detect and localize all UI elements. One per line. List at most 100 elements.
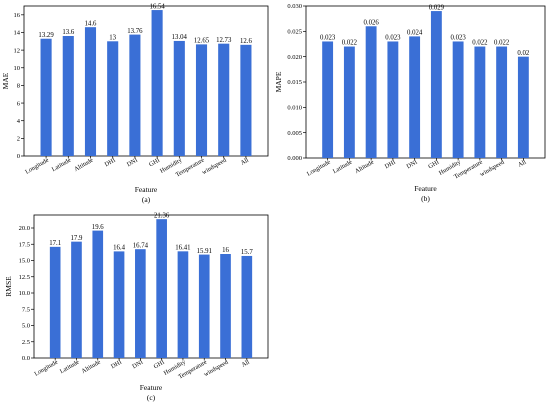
x-tick-label: DNI <box>126 157 139 169</box>
bar-dhi <box>387 41 399 158</box>
y-tick-label: 10 <box>14 65 21 72</box>
y-tick-label: 8 <box>17 83 20 90</box>
x-tick-label: All <box>240 359 251 369</box>
value-label: 0.023 <box>385 35 401 42</box>
bar-altitude <box>92 230 104 358</box>
bar-humidity <box>177 251 189 358</box>
plot-frame <box>305 5 546 159</box>
bar-ghi <box>156 219 167 358</box>
value-label: 12.6 <box>240 38 252 45</box>
value-label: 0.024 <box>407 30 423 37</box>
bar-all <box>517 56 529 158</box>
bar-windspeed <box>218 43 230 157</box>
bar-temperature <box>198 254 210 358</box>
chart-panel-0: 0 2 4 6 8 10 12 14 16 13.29 Longitude 13.6 Latitude 1… <box>1 3 269 204</box>
bar-all <box>241 255 253 358</box>
y-tick-label: 2.5 <box>22 339 30 346</box>
bar-altitude <box>84 27 97 157</box>
bar-longitude <box>322 41 334 158</box>
value-label: 16.74 <box>133 242 149 249</box>
value-label: 13.29 <box>38 32 54 39</box>
x-tick-label: All <box>239 157 250 167</box>
x-tick-label: GHI <box>427 159 440 171</box>
bar-temperature <box>474 46 486 158</box>
value-label: 19.6 <box>92 224 104 231</box>
x-tick-label: windspeed <box>201 156 229 176</box>
value-label: 16.41 <box>175 245 190 252</box>
y-tick-label: 4 <box>17 118 21 125</box>
x-tick-label: windspeed <box>203 358 231 378</box>
value-label: 15.91 <box>197 248 212 255</box>
value-label: 16.4 <box>113 245 125 252</box>
bar-dni <box>135 249 146 358</box>
value-label: 16 <box>222 247 229 254</box>
value-label: 14.6 <box>85 20 97 27</box>
x-tick-label: DHI <box>384 159 397 171</box>
x-tick-label: Latitude <box>51 157 73 174</box>
bar-dhi <box>107 41 119 157</box>
y-tick-label: 0.030 <box>287 3 302 10</box>
value-label: 0.022 <box>342 40 358 47</box>
bar-humidity <box>452 41 464 158</box>
bar-humidity <box>173 40 185 156</box>
x-tick-label: DNI <box>405 159 418 171</box>
bar-dni <box>129 34 141 156</box>
x-tick-label: DNI <box>131 359 144 371</box>
x-tick-label: windspeed <box>479 158 507 178</box>
value-label: 0.023 <box>450 35 466 42</box>
chart-panel-1: 0.000 0.005 0.010 0.015 0.020 0.025 0.030 0.023… <box>274 3 546 203</box>
value-label: 17.9 <box>71 235 83 242</box>
bar-longitude <box>40 38 52 157</box>
y-tick-label: 0.025 <box>287 29 302 36</box>
y-tick-label: 7.5 <box>22 306 30 313</box>
value-label: 15.7 <box>241 249 253 256</box>
y-axis-label: RMSE <box>4 276 13 297</box>
x-tick-label: Altitude <box>354 159 376 175</box>
x-tick-label: Longitude <box>24 157 50 176</box>
panel-label: (a) <box>142 195 151 204</box>
y-axis-label: MAPE <box>274 71 283 92</box>
bar-dni <box>409 36 421 158</box>
x-tick-label: GHI <box>152 359 165 371</box>
x-tick-label: DHI <box>103 157 116 169</box>
x-tick-label: Latitude <box>59 359 81 376</box>
y-tick-label: 0 <box>17 153 20 160</box>
y-tick-label: 0.020 <box>287 54 302 61</box>
value-label: 0.02 <box>517 50 529 57</box>
bar-dhi <box>113 251 125 358</box>
value-label: 12.73 <box>216 37 232 44</box>
x-tick-label: DHI <box>110 359 123 371</box>
x-axis-label: Feature <box>140 383 163 392</box>
bar-longitude <box>49 246 61 358</box>
value-label: 13.04 <box>172 34 188 41</box>
y-tick-label: 5.0 <box>22 323 30 330</box>
bar-ghi <box>430 11 442 159</box>
plot-frame <box>33 214 269 359</box>
x-tick-label: Altitude <box>80 359 102 375</box>
y-tick-label: 12.5 <box>19 274 30 281</box>
bar-windspeed <box>496 46 508 158</box>
bar-ghi <box>151 10 163 157</box>
bar-temperature <box>195 44 208 156</box>
y-tick-label: 0.005 <box>287 130 302 137</box>
y-tick-label: 14 <box>14 30 21 37</box>
value-label: 13.6 <box>62 29 74 36</box>
y-tick-label: 10.0 <box>19 290 30 297</box>
y-tick-label: 0.0 <box>22 355 30 362</box>
panel-label: (b) <box>421 194 430 203</box>
value-label: 0.029 <box>429 4 445 11</box>
value-label: 17.1 <box>49 240 61 247</box>
plot-frame <box>23 5 269 157</box>
value-label: 0.026 <box>363 19 379 26</box>
y-axis-label: MAE <box>1 72 10 89</box>
y-tick-label: 0.010 <box>287 105 302 112</box>
chart-panel-2: 0.0 2.5 5.0 7.5 10.0 12.5 15.0 17.5 20.0 17.1 Long… <box>4 212 269 402</box>
x-axis-label: Feature <box>135 185 158 194</box>
x-tick-label: Longitude <box>306 159 332 178</box>
value-label: 12.65 <box>194 38 210 45</box>
x-tick-label: All <box>517 159 528 169</box>
y-tick-label: 0.000 <box>287 155 302 162</box>
y-tick-label: 6 <box>17 100 21 107</box>
y-tick-label: 17.5 <box>19 241 30 248</box>
